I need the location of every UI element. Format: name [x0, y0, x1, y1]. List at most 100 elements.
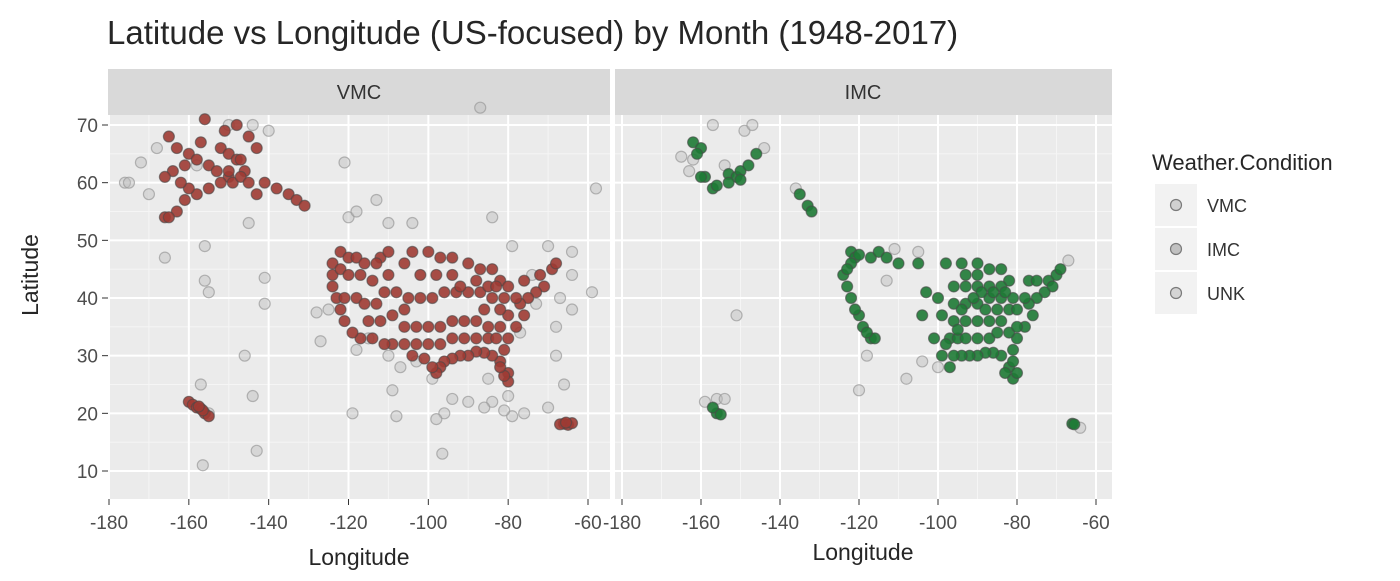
- data-point: [446, 332, 459, 345]
- data-point: [841, 280, 854, 293]
- data-point: [198, 113, 211, 126]
- data-point: [916, 309, 929, 322]
- data-point-unk: [122, 176, 136, 189]
- data-point: [446, 268, 459, 282]
- data-point: [270, 182, 283, 195]
- data-point: [490, 280, 503, 293]
- data-point: [338, 291, 351, 305]
- data-point-unk: [718, 392, 731, 406]
- data-point: [338, 314, 351, 328]
- data-point: [406, 349, 419, 362]
- data-point: [971, 332, 984, 345]
- data-point: [374, 314, 387, 328]
- data-point: [358, 297, 371, 310]
- data-point: [559, 416, 573, 429]
- data-point: [694, 170, 708, 183]
- data-point-unk: [338, 156, 351, 169]
- data-point: [1006, 343, 1020, 356]
- data-point: [382, 245, 395, 258]
- data-point: [959, 268, 972, 282]
- data-point: [995, 314, 1008, 328]
- data-point: [178, 193, 191, 207]
- data-point: [947, 349, 960, 362]
- data-point: [218, 124, 231, 137]
- data-point-unk: [541, 240, 555, 253]
- x-tick-label: -80: [1003, 513, 1030, 534]
- data-point-unk: [142, 188, 156, 201]
- data-point-unk: [565, 245, 579, 258]
- chart-title: Latitude vs Longitude (US-focused) by Mo…: [107, 14, 958, 51]
- x-axis-title-vmc: Longitude: [308, 544, 409, 570]
- data-point: [158, 170, 171, 183]
- data-point: [326, 280, 339, 293]
- data-point: [250, 188, 263, 201]
- x-tick-label: -160: [170, 513, 208, 534]
- data-point-unk: [1062, 254, 1075, 267]
- data-point-unk: [462, 395, 475, 408]
- data-point: [346, 326, 359, 339]
- data-point: [422, 245, 435, 258]
- data-point: [502, 332, 515, 345]
- data-point: [935, 309, 949, 322]
- data-point: [474, 263, 487, 276]
- data-point-unk: [589, 182, 603, 195]
- data-point-unk: [258, 297, 271, 310]
- legend-title: Weather.Condition: [1152, 150, 1333, 175]
- data-point: [494, 303, 507, 316]
- data-point: [987, 286, 1000, 299]
- data-point-unk: [486, 211, 499, 224]
- data-point: [498, 343, 511, 356]
- y-tick-label: 70: [77, 116, 98, 137]
- data-point: [458, 332, 471, 345]
- y-tick-label: 10: [77, 462, 98, 483]
- x-tick-label: -120: [840, 513, 878, 534]
- data-point-unk: [350, 205, 363, 218]
- data-point: [410, 338, 423, 351]
- data-point: [190, 153, 203, 166]
- y-axis-title: Latitude: [17, 234, 43, 316]
- data-point: [734, 173, 747, 186]
- data-point: [438, 286, 451, 299]
- y-tick-label: 30: [77, 347, 98, 368]
- data-point: [418, 352, 431, 365]
- data-point: [454, 280, 467, 293]
- data-point: [750, 147, 763, 160]
- data-point: [995, 263, 1008, 276]
- data-point: [342, 268, 355, 282]
- data-point: [1010, 366, 1024, 380]
- data-point: [370, 257, 383, 270]
- data-point: [210, 165, 223, 178]
- data-point-unk: [675, 150, 688, 163]
- data-point-unk: [258, 271, 271, 284]
- data-point-unk: [518, 407, 531, 420]
- strip-label-imc: IMC: [845, 82, 882, 104]
- data-point-unk: [585, 286, 599, 299]
- data-point-unk: [436, 447, 449, 460]
- data-point: [398, 338, 411, 351]
- data-point: [398, 320, 411, 333]
- data-point: [162, 211, 175, 224]
- x-tick-label: -140: [761, 513, 799, 534]
- data-point: [162, 130, 175, 143]
- data-point: [178, 159, 191, 172]
- data-point: [706, 401, 719, 414]
- data-point: [1030, 274, 1043, 287]
- data-point: [805, 205, 818, 218]
- data-point-unk: [474, 101, 487, 114]
- data-point: [402, 291, 415, 305]
- data-point-unk: [382, 216, 395, 230]
- data-point: [959, 280, 972, 293]
- data-point: [378, 286, 391, 299]
- data-point-unk: [880, 274, 893, 287]
- data-point: [170, 141, 183, 155]
- data-point: [848, 303, 862, 316]
- data-point-unk: [852, 384, 866, 397]
- data-point: [422, 338, 435, 351]
- data-point: [406, 245, 419, 258]
- data-point-unk: [730, 309, 743, 322]
- data-point: [959, 332, 972, 345]
- data-point-unk: [150, 141, 163, 155]
- data-point: [991, 326, 1004, 339]
- data-point-unk: [553, 291, 567, 305]
- data-point: [202, 182, 215, 195]
